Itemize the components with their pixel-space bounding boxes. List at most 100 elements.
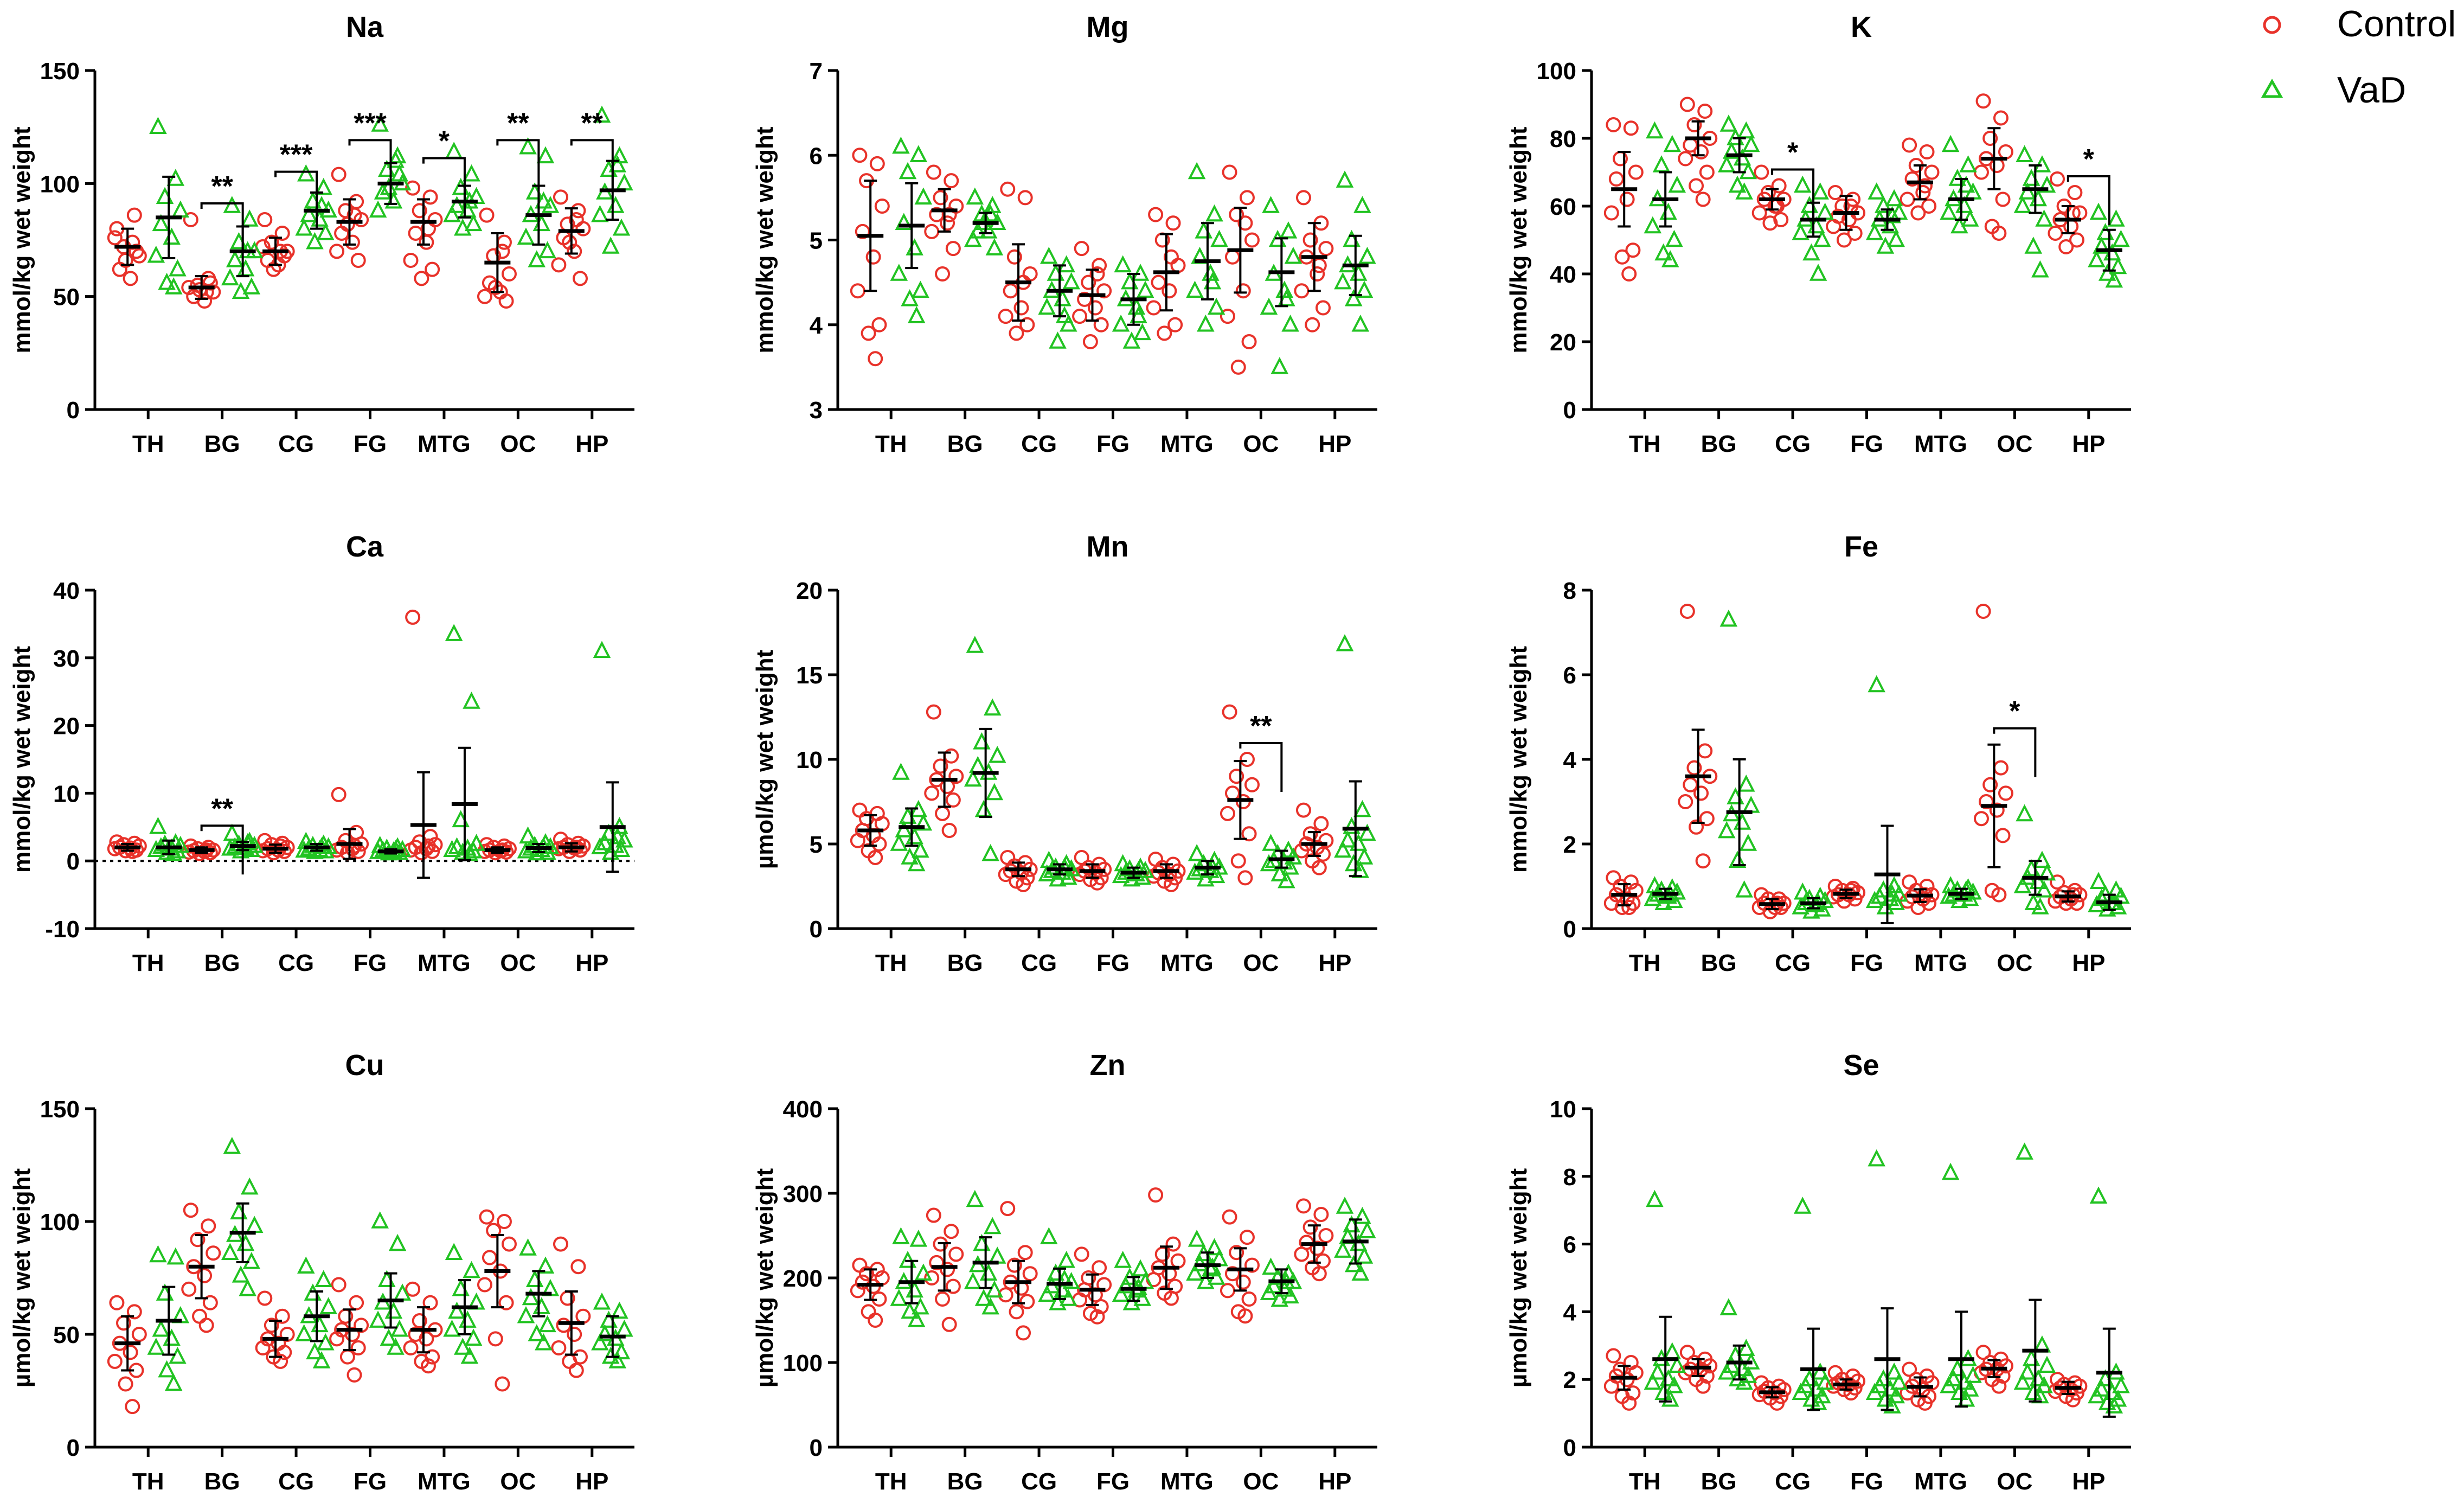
vad-data-point <box>1865 891 1884 909</box>
control-data-point <box>1678 794 1693 809</box>
control-data-point <box>201 1218 216 1234</box>
vad-data-point <box>1197 869 1215 887</box>
control-data-point <box>181 1281 197 1297</box>
control-data-point <box>344 1327 360 1342</box>
red-circle-icon <box>2263 16 2281 34</box>
control-data-point <box>859 1266 875 1282</box>
vad-data-point <box>1114 1251 1132 1268</box>
control-data-point <box>1022 266 1038 282</box>
x-tick-label: OC <box>1243 431 1279 457</box>
vad-data-point <box>2112 1376 2130 1393</box>
vad-data-point <box>1353 800 1371 817</box>
control-data-point <box>1989 158 2005 173</box>
control-data-point <box>206 1245 221 1261</box>
vad-data-point <box>1959 155 1977 172</box>
vad-data-point <box>1802 1389 1820 1407</box>
vad-data-point <box>169 1346 187 1364</box>
x-tick-label: HP <box>575 431 608 457</box>
chart-mg: Mg mmol/kg wet weight 3 4 5 6 7 TH BG CG FG MTG OC HP <box>752 11 1377 457</box>
control-data-point <box>1074 849 1089 865</box>
vad-data-point <box>1112 314 1130 332</box>
vad-data-point <box>1887 1386 1905 1404</box>
x-tick-label: MTG <box>418 950 471 976</box>
control-data-point <box>940 1262 955 1277</box>
control-data-point <box>1826 219 1841 234</box>
control-data-point <box>1220 805 1235 821</box>
control-data-point <box>1013 300 1029 316</box>
vad-data-point <box>1281 1286 1299 1304</box>
vad-data-point <box>966 636 984 653</box>
vad-data-point <box>2089 1186 2108 1204</box>
control-data-point <box>501 266 517 282</box>
control-data-point <box>329 1331 345 1347</box>
control-data-point <box>567 1327 582 1342</box>
control-data-point <box>1167 317 1183 332</box>
control-data-point <box>126 207 142 223</box>
control-data-point <box>279 1327 295 1342</box>
vad-data-point <box>1887 229 1905 247</box>
vad-data-point <box>371 1211 389 1229</box>
y-tick-label: 100 <box>1537 58 1576 85</box>
control-data-point <box>1305 317 1320 332</box>
vad-data-point <box>232 1265 250 1283</box>
y-tick-label: 100 <box>783 1350 823 1377</box>
control-data-point <box>1146 300 1162 316</box>
vad-data-point <box>1057 1251 1075 1268</box>
y-tick-label: 0 <box>67 397 80 424</box>
vad-data-point <box>988 1246 1006 1264</box>
control-data-point <box>1157 325 1172 341</box>
control-data-point <box>868 849 883 865</box>
control-data-point <box>1092 258 1107 273</box>
vad-data-point <box>1271 1289 1289 1307</box>
control-data-point <box>1230 359 1246 375</box>
x-tick-label: TH <box>875 1468 907 1495</box>
control-data-point <box>274 1308 290 1324</box>
control-data-point <box>495 244 510 259</box>
vad-data-point <box>1728 175 1747 193</box>
control-data-point <box>1019 1294 1035 1309</box>
vad-data-point <box>1659 202 1677 220</box>
control-data-point <box>331 786 347 802</box>
control-data-point <box>553 189 568 205</box>
vad-data-point <box>528 250 546 267</box>
control-data-point <box>1975 604 1991 619</box>
y-tick-label: 0 <box>67 1435 80 1461</box>
control-data-point <box>1229 769 1244 784</box>
vad-data-point <box>2093 1379 2110 1397</box>
vad-data-point <box>2013 876 2032 893</box>
control-data-point <box>1165 215 1181 231</box>
vad-data-point <box>1885 1362 1903 1380</box>
control-data-point <box>1843 1385 1859 1401</box>
vad-data-point <box>1941 1162 1960 1180</box>
vad-data-point <box>2088 250 2106 267</box>
x-tick-label: BG <box>1701 950 1737 976</box>
x-tick-label: TH <box>132 1468 164 1495</box>
control-data-point <box>924 223 940 239</box>
control-data-point <box>1975 93 1991 109</box>
y-axis-label: µmol/kg wet weight <box>1505 1168 1532 1388</box>
vad-data-point <box>895 213 913 231</box>
significance-bracket <box>1771 168 1815 219</box>
control-data-point <box>1017 1245 1033 1261</box>
x-tick-label: BG <box>204 1468 240 1495</box>
vad-data-point <box>890 264 908 281</box>
vad-data-point <box>912 840 929 858</box>
vad-data-point <box>892 763 910 780</box>
y-axis-label: µmol/kg wet weight <box>752 1168 778 1388</box>
y-tick-label: 0 <box>810 1435 823 1461</box>
vad-data-point <box>1188 1230 1206 1247</box>
control-data-point <box>1917 178 1933 194</box>
vad-data-point <box>974 1289 993 1306</box>
vad-data-point <box>388 1233 407 1251</box>
control-data-point <box>1315 846 1331 862</box>
control-data-point <box>1294 283 1310 299</box>
vad-data-point <box>1644 1372 1662 1390</box>
vad-data-point <box>245 1216 264 1233</box>
control-data-point <box>331 1277 347 1293</box>
control-data-point <box>1235 283 1251 299</box>
control-data-point <box>1237 1308 1253 1324</box>
control-data-point <box>1241 826 1257 842</box>
vad-data-point <box>1281 314 1299 332</box>
y-tick-label: 150 <box>40 1096 80 1123</box>
vad-data-point <box>1792 223 1810 240</box>
